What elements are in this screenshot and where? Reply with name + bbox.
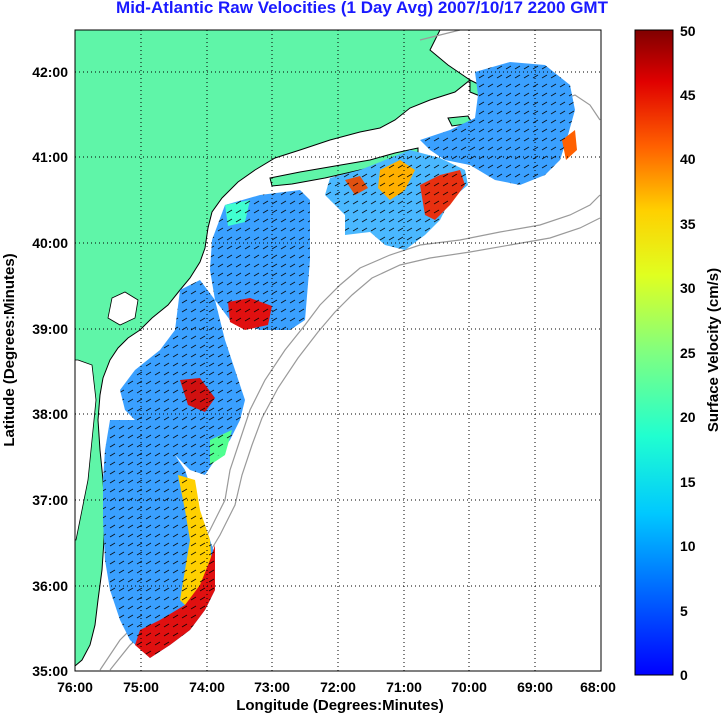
- colorbar-tick-label: 20: [680, 409, 696, 425]
- y-tick-label: 41:00: [32, 149, 68, 165]
- y-tick-label: 36:00: [32, 578, 68, 594]
- map-title: Mid-Atlantic Raw Velocities (1 Day Avg) …: [116, 0, 608, 17]
- x-tick-label: 71:00: [386, 679, 422, 695]
- y-axis-label: Latitude (Degrees:Minutes): [1, 253, 18, 446]
- y-axis-ticks: 35:00 36:00 37:00 38:00 39:00 40:00 41:0…: [32, 64, 68, 679]
- colorbar-tick-label: 50: [680, 23, 696, 39]
- x-tick-label: 73:00: [254, 679, 290, 695]
- y-tick-label: 39:00: [32, 321, 68, 337]
- x-tick-label: 68:00: [580, 679, 616, 695]
- y-tick-label: 35:00: [32, 663, 68, 679]
- delmarva-bay: [107, 291, 139, 326]
- x-axis-label: Longitude (Degrees:Minutes): [236, 697, 444, 714]
- colorbar-tick-label: 40: [680, 151, 696, 167]
- colorbar-tick-label: 5: [680, 603, 688, 619]
- y-tick-label: 40:00: [32, 235, 68, 251]
- colorbar: [634, 29, 674, 676]
- colorbar-tick-label: 25: [680, 345, 696, 361]
- x-tick-label: 74:00: [189, 679, 225, 695]
- colorbar-tick-label: 45: [680, 87, 696, 103]
- x-axis-ticks: 76:00 75:00 74:00 73:00 72:00 71:00 70:0…: [57, 679, 616, 695]
- y-tick-label: 37:00: [32, 492, 68, 508]
- grid-lines: [75, 30, 601, 671]
- x-tick-label: 72:00: [320, 679, 356, 695]
- colorbar-tick-label: 10: [680, 538, 696, 554]
- colorbar-tick-label: 35: [680, 216, 696, 232]
- map-plot-area: [75, 30, 601, 671]
- velocity-field: [103, 62, 577, 658]
- x-tick-label: 69:00: [517, 679, 553, 695]
- velocity-vector-overlay: [103, 62, 575, 658]
- colorbar-tick-label: 30: [680, 280, 696, 296]
- y-tick-label: 38:00: [32, 406, 68, 422]
- x-tick-label: 75:00: [123, 679, 159, 695]
- colorbar-tick-label: 15: [680, 474, 696, 490]
- x-tick-label: 76:00: [57, 679, 93, 695]
- x-tick-label: 70:00: [451, 679, 487, 695]
- y-tick-label: 42:00: [32, 64, 68, 80]
- plot-frame: [74, 29, 602, 672]
- colorbar-tick-label: 0: [680, 667, 688, 683]
- colorbar-label: Surface Velocity (cm/s): [705, 268, 722, 432]
- colorbar-ticks: 0 5 10 15 20 25 30 35 40 45 50: [680, 23, 696, 683]
